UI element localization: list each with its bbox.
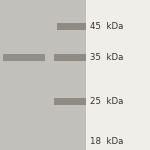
Bar xyxy=(54,98,86,105)
Text: 25  kDa: 25 kDa xyxy=(90,97,123,106)
Text: 35  kDa: 35 kDa xyxy=(90,53,123,62)
Text: 45  kDa: 45 kDa xyxy=(90,22,123,31)
Bar xyxy=(0,0,86,150)
Bar xyxy=(54,54,86,61)
Text: 18  kDa: 18 kDa xyxy=(90,136,123,146)
Bar xyxy=(3,54,45,61)
Bar xyxy=(57,23,86,30)
